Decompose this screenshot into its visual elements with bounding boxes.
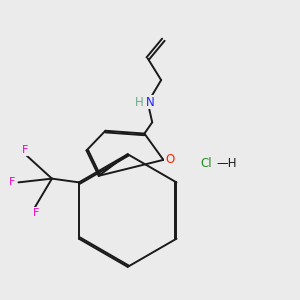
Text: N: N <box>146 95 154 109</box>
Text: F: F <box>32 208 39 218</box>
Text: —H: —H <box>217 157 237 170</box>
Text: F: F <box>9 177 15 188</box>
Text: F: F <box>22 145 28 155</box>
Text: Cl: Cl <box>200 157 212 170</box>
Text: H: H <box>135 95 144 109</box>
Text: O: O <box>165 153 175 167</box>
